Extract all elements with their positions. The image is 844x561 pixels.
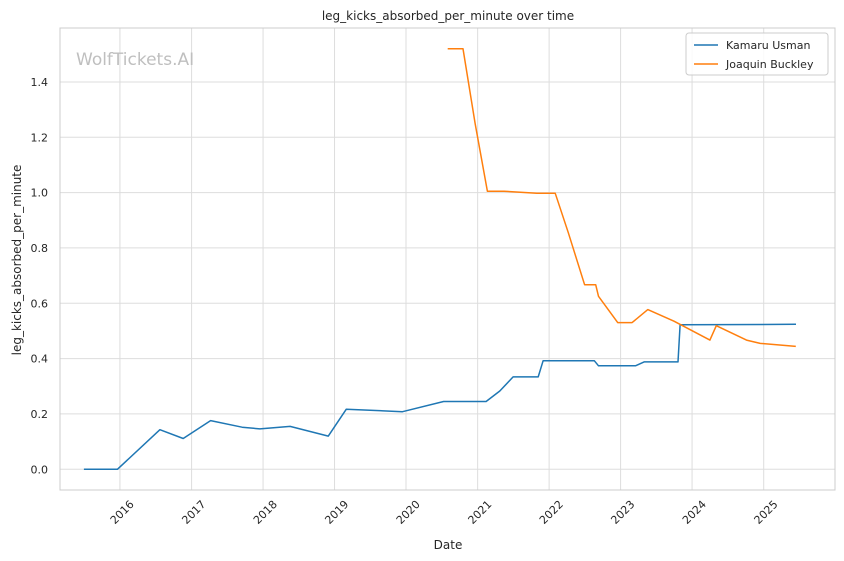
watermark: WolfTickets.AI: [76, 50, 194, 70]
y-tick-label: 0.6: [31, 297, 49, 310]
y-tick-label: 1.0: [31, 187, 49, 200]
legend-label-kamaru-usman: Kamaru Usman: [726, 39, 810, 52]
legend-box: [685, 32, 829, 76]
y-tick-label: 0.8: [31, 242, 49, 255]
plot-frame: [59, 27, 836, 491]
chart-title: leg_kicks_absorbed_per_minute over time: [322, 9, 574, 23]
grid: [60, 28, 835, 490]
legend: Kamaru Usman Joaquin Buckley: [685, 32, 829, 76]
y-tick-label: 1.2: [31, 131, 49, 144]
series-line-joaquin-buckley: [447, 47, 796, 348]
x-axis-title: Date: [434, 538, 463, 552]
legend-label-joaquin-buckley: Joaquin Buckley: [725, 58, 814, 71]
y-tick-label: 1.4: [31, 76, 49, 89]
series-lines: [83, 47, 797, 471]
series-line-kamaru-usman: [83, 323, 797, 471]
y-tick-label: 0.2: [31, 408, 49, 421]
y-tick-label: 0.4: [31, 353, 49, 366]
y-axis-title: leg_kicks_absorbed_per_minute: [10, 165, 24, 356]
y-tick-label: 0.0: [31, 463, 49, 476]
